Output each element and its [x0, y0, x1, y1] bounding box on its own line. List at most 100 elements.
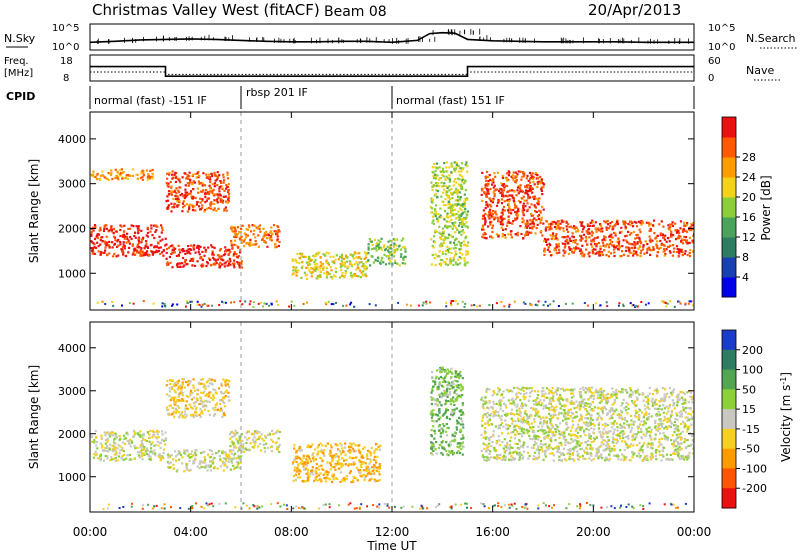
nsky-line [89, 31, 694, 44]
heatmap-cell [567, 252, 571, 255]
heatmap-cell [449, 390, 452, 393]
heatmap-cell [213, 457, 216, 460]
heatmap-cell [221, 396, 224, 399]
heatmap-cell [170, 210, 173, 213]
heatmap-cell [120, 457, 123, 460]
heatmap-cell [517, 387, 520, 390]
heatmap-cell [387, 249, 390, 252]
heatmap-cell [641, 392, 644, 395]
heatmap-cell [96, 447, 99, 450]
heatmap-cell [184, 404, 187, 407]
heatmap-cell [213, 199, 216, 202]
heatmap-cell [274, 230, 277, 233]
heatmap-cell [276, 238, 279, 241]
heatmap-cell [216, 175, 219, 178]
heatmap-cell [118, 169, 121, 172]
heatmap-cell [159, 446, 162, 450]
heatmap-cell [111, 246, 114, 249]
heatmap-cell [140, 449, 143, 453]
heatmap-cell [460, 409, 463, 412]
heatmap-cell [121, 246, 124, 249]
heatmap-cell [377, 239, 380, 242]
heatmap-cell [433, 399, 436, 402]
heatmap-cell [92, 229, 95, 232]
heatmap-cell [442, 429, 445, 432]
heatmap-cell [176, 303, 179, 306]
heatmap-cell [688, 252, 691, 255]
heatmap-cell [222, 469, 225, 472]
heatmap-cell [390, 253, 393, 256]
heatmap-cell [400, 239, 403, 242]
heatmap-cell [599, 245, 602, 248]
heatmap-cell [124, 254, 127, 258]
heatmap-cell [335, 477, 338, 480]
colorbar-cell [722, 237, 736, 258]
heatmap-cell [399, 255, 403, 258]
heatmap-cell [117, 444, 120, 447]
heatmap-cell [317, 450, 320, 453]
heatmap-cell [203, 456, 206, 459]
heatmap-cell [160, 430, 164, 433]
heatmap-cell [360, 257, 363, 260]
heatmap-cell [96, 172, 99, 176]
heatmap-cell [191, 204, 194, 207]
heatmap-cell [200, 305, 203, 308]
heatmap-cell [320, 467, 323, 470]
heatmap-cell [432, 413, 435, 416]
heatmap-cell [201, 258, 204, 262]
nsky-strip: N.Sky 10^5 10^0 10^5 10^0 N.Search [4, 23, 798, 53]
heatmap-cell [452, 412, 456, 415]
heatmap-cell [530, 212, 533, 216]
heatmap-cell [308, 255, 311, 258]
heatmap-cell [228, 248, 231, 251]
heatmap-cell [101, 170, 104, 173]
heatmap-cell [305, 464, 309, 467]
heatmap-cell [565, 221, 568, 224]
heatmap-cell [192, 414, 195, 417]
heatmap-cell [444, 381, 447, 384]
heatmap-cell [162, 448, 166, 451]
heatmap-cell [117, 244, 120, 247]
heatmap-cell [173, 206, 176, 209]
heatmap-cell [303, 255, 306, 258]
heatmap-cell [440, 396, 443, 399]
heatmap-cell [440, 238, 443, 241]
heatmap-cell [322, 468, 325, 471]
heatmap-cell [439, 258, 443, 262]
heatmap-cell [212, 263, 215, 266]
heatmap-cell [524, 192, 527, 195]
heatmap-cell [138, 252, 142, 255]
colorbar-tick-label: 4 [742, 271, 749, 284]
heatmap-cell [329, 444, 332, 447]
heatmap-cell [188, 453, 191, 456]
heatmap-cell [325, 266, 329, 269]
heatmap-cell [188, 469, 191, 472]
heatmap-cell [605, 254, 608, 257]
heatmap-cell [347, 450, 350, 453]
heatmap-cell [430, 200, 433, 203]
heatmap-cell [452, 184, 455, 187]
heatmap-cell [458, 442, 462, 445]
heatmap-cell [614, 234, 617, 237]
heatmap-cell [318, 474, 321, 477]
heatmap-cell [444, 198, 447, 201]
heatmap-cell [106, 254, 109, 257]
heatmap-cell [660, 408, 663, 411]
heatmap-cell [482, 214, 485, 217]
heatmap-cell [270, 239, 273, 242]
heatmap-cell [125, 432, 128, 435]
power-heatmap [90, 161, 694, 308]
heatmap-cell [127, 251, 130, 254]
heatmap-cell [449, 191, 453, 195]
heatmap-cell [352, 476, 355, 479]
heatmap-cell [679, 248, 682, 251]
heatmap-cell [227, 183, 231, 186]
heatmap-cell [137, 225, 140, 228]
heatmap-cell [449, 225, 452, 228]
heatmap-cell [146, 228, 149, 231]
heatmap-cell [493, 218, 496, 221]
heatmap-cell [576, 228, 580, 231]
heatmap-cell [230, 449, 233, 452]
heatmap-cell [263, 443, 266, 446]
heatmap-cell [352, 257, 355, 260]
